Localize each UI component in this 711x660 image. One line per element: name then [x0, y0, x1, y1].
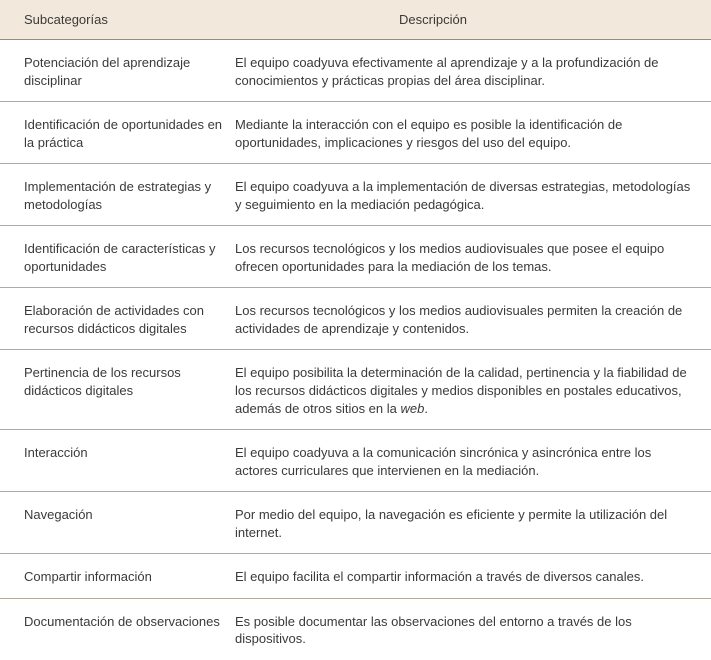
- table-row: Implementación de estrategias y metodolo…: [0, 164, 711, 226]
- row-label: Identificación de oportunidades en la pr…: [0, 116, 235, 151]
- row-desc: Los recursos tecnológicos y los medios a…: [235, 302, 711, 337]
- table-row: Identificación de características y opor…: [0, 226, 711, 288]
- row-label: Documentación de observaciones: [0, 613, 235, 648]
- row-desc: El equipo coadyuva a la implementación d…: [235, 178, 711, 213]
- row-label: Identificación de características y opor…: [0, 240, 235, 275]
- row-desc: Los recursos tecnológicos y los medios a…: [235, 240, 711, 275]
- row-label: Potenciación del aprendizaje disciplinar: [0, 54, 235, 89]
- table-row: Elaboración de actividades con recursos …: [0, 288, 711, 350]
- row-label: Pertinencia de los recursos didácticos d…: [0, 364, 235, 417]
- table-row: Interacción El equipo coadyuva a la comu…: [0, 430, 711, 492]
- table-row: Pertinencia de los recursos didácticos d…: [0, 350, 711, 430]
- header-descripcion: Descripción: [235, 12, 711, 27]
- row-desc: El equipo posibilita la determinación de…: [235, 364, 711, 417]
- row-desc: El equipo facilita el compartir informac…: [235, 568, 711, 586]
- table-row: Navegación Por medio del equipo, la nave…: [0, 492, 711, 554]
- table-header-row: Subcategorías Descripción: [0, 0, 711, 40]
- row-desc: Por medio del equipo, la navegación es e…: [235, 506, 711, 541]
- table-row: Compartir información El equipo facilita…: [0, 554, 711, 599]
- row-label: Navegación: [0, 506, 235, 541]
- row-label: Implementación de estrategias y metodolo…: [0, 178, 235, 213]
- row-label: Interacción: [0, 444, 235, 479]
- desc-post: .: [424, 401, 428, 416]
- subcategories-table: Subcategorías Descripción Potenciación d…: [0, 0, 711, 660]
- row-label: Elaboración de actividades con recursos …: [0, 302, 235, 337]
- table-row: Potenciación del aprendizaje disciplinar…: [0, 40, 711, 102]
- row-desc: Mediante la interacción con el equipo es…: [235, 116, 711, 151]
- table-row: Identificación de oportunidades en la pr…: [0, 102, 711, 164]
- row-desc: El equipo coadyuva efectivamente al apre…: [235, 54, 711, 89]
- desc-pre: El equipo posibilita la determinación de…: [235, 365, 687, 415]
- row-desc: Es posible documentar las observaciones …: [235, 613, 711, 648]
- desc-italic: web: [400, 401, 424, 416]
- row-desc: El equipo coadyuva a la comunicación sin…: [235, 444, 711, 479]
- table-row: Documentación de observaciones Es posibl…: [0, 599, 711, 660]
- header-subcategorias: Subcategorías: [0, 12, 235, 27]
- row-label: Compartir información: [0, 568, 235, 586]
